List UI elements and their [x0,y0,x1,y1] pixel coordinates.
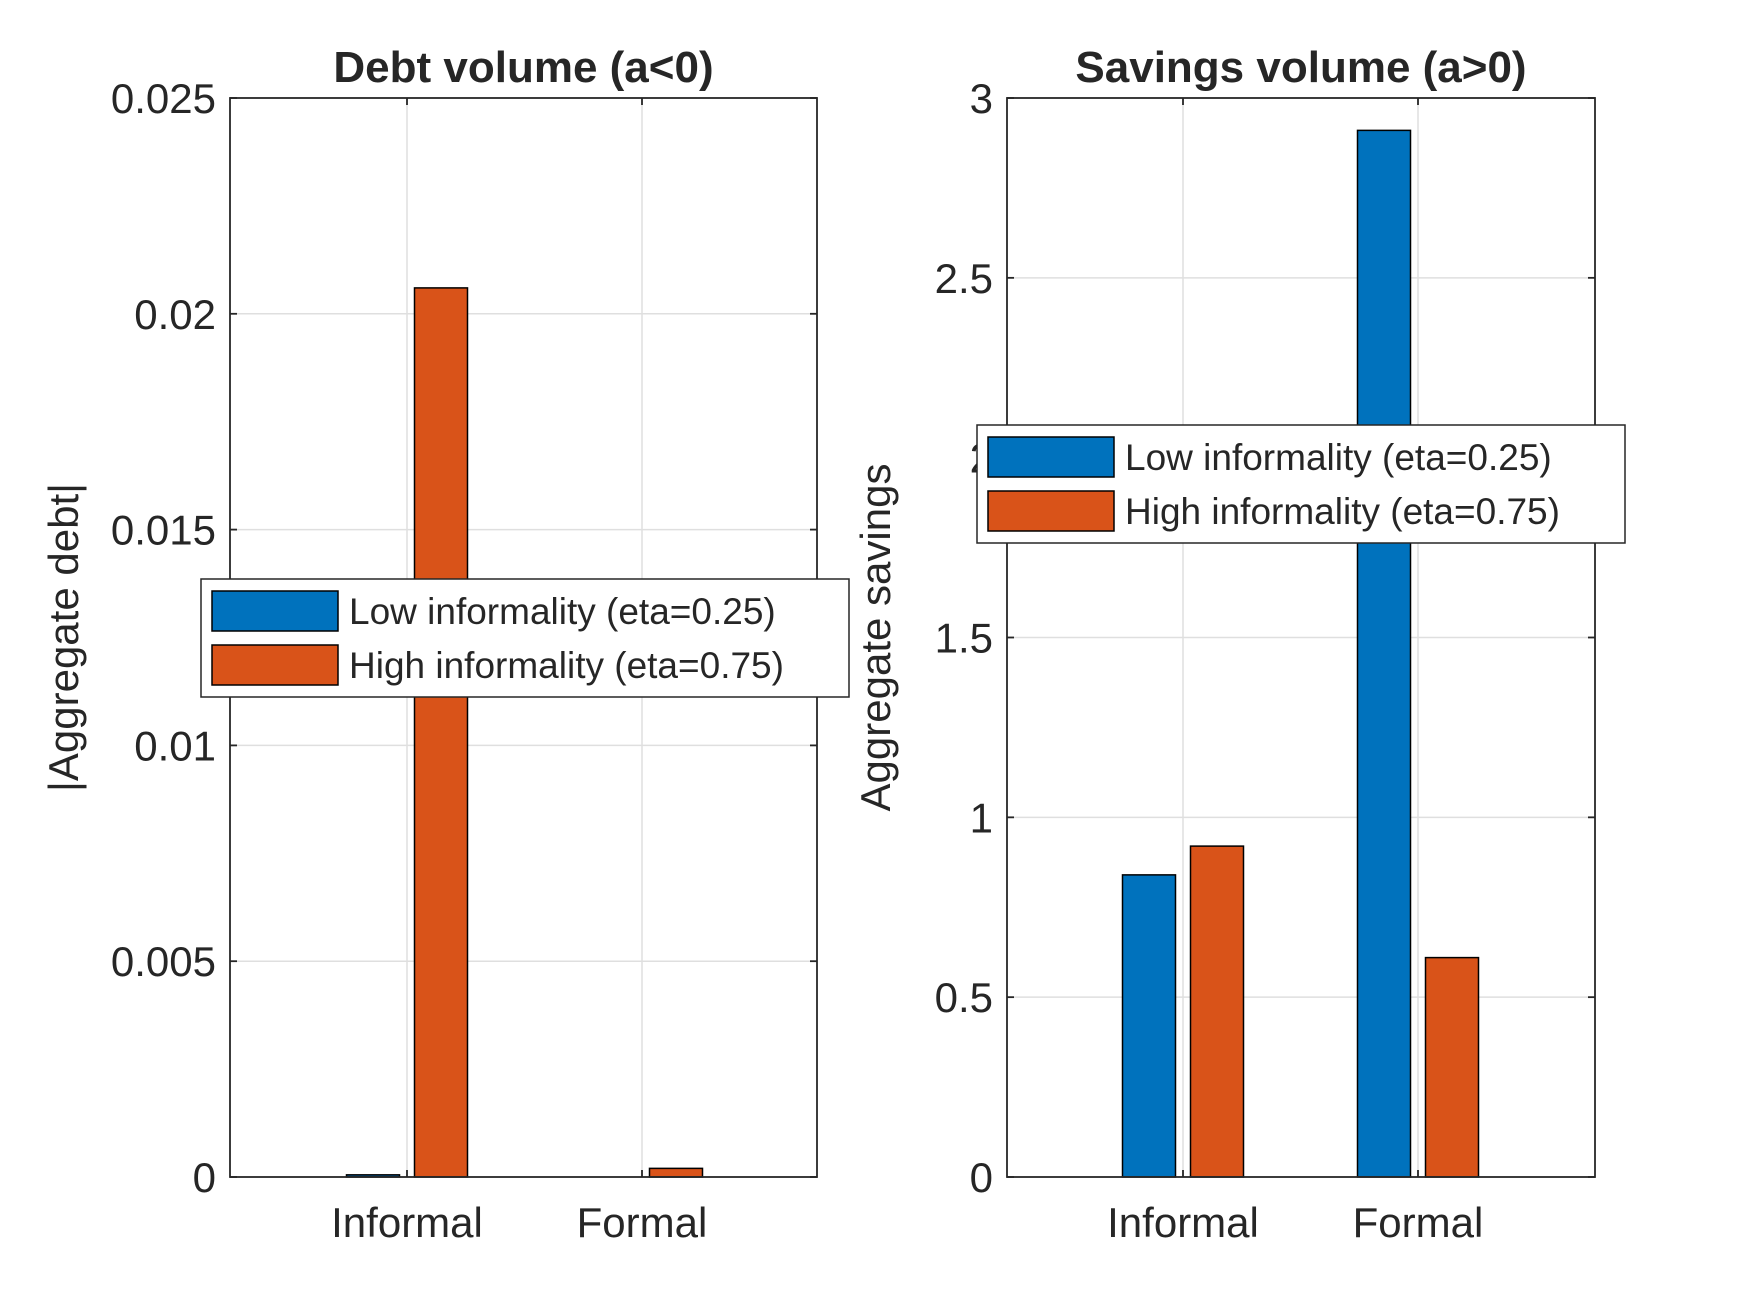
debt-chart: Debt volume (a<0) |Aggregate debt| 0 0.0… [40,43,850,1246]
savings-legend-label-low: Low informality (eta=0.25) [1125,437,1552,478]
savings-y-tick-label: 3 [970,75,993,122]
debt-y-tick-label: 0.025 [111,75,216,122]
savings-bar-high-informal [1189,845,1245,1178]
savings-bar-high-formal [1424,956,1480,1178]
savings-y-tick-label: 2.5 [935,255,993,302]
savings-y-tick-label: 0 [970,1154,993,1201]
savings-bars [1121,129,1480,1178]
debt-legend-swatch-low [211,590,339,632]
debt-legend-swatch-high [211,644,339,686]
savings-y-tick-label: 1.5 [935,615,993,662]
debt-x-tick-label-informal: Informal [331,1199,483,1246]
debt-x-tick-label-formal: Formal [577,1199,708,1246]
debt-y-axis-label: |Aggregate debt| [40,483,87,792]
debt-bars [345,287,704,1178]
debt-y-tick-label: 0.01 [134,722,216,769]
debt-legend: Low informality (eta=0.25) High informal… [200,578,850,698]
debt-x-tick-labels: Informal Formal [331,1199,707,1246]
savings-bar-low-informal [1121,874,1177,1178]
debt-legend-label-high: High informality (eta=0.75) [349,645,784,686]
savings-y-tick-label: 0.5 [935,974,993,1021]
savings-y-axis-label: Aggregate savings [852,464,899,812]
debt-y-tick-label: 0 [193,1154,216,1201]
debt-bar-high-formal [648,1167,704,1178]
savings-legend: Low informality (eta=0.25) High informal… [976,424,1626,544]
debt-chart-title: Debt volume (a<0) [333,43,713,92]
savings-bar-low-formal [1356,129,1412,1178]
debt-legend-label-low: Low informality (eta=0.25) [349,591,776,632]
savings-grid [1007,98,1595,1177]
savings-legend-swatch-low [987,436,1115,478]
savings-x-tick-labels: Informal Formal [1107,1199,1483,1246]
debt-bar-high-informal [413,287,469,1178]
savings-legend-label-high: High informality (eta=0.75) [1125,491,1560,532]
savings-chart: Savings volume (a>0) Aggregate savings 0… [852,43,1626,1246]
savings-x-tick-label-informal: Informal [1107,1199,1259,1246]
savings-y-tick-label: 1 [970,794,993,841]
savings-x-tick-label-formal: Formal [1353,1199,1484,1246]
debt-y-tick-labels: 0 0.005 0.01 0.015 0.02 0.025 [111,75,216,1201]
savings-axes [1006,97,1596,1178]
savings-legend-swatch-high [987,490,1115,532]
debt-y-tick-label: 0.005 [111,938,216,985]
savings-chart-title: Savings volume (a>0) [1075,43,1526,92]
debt-y-tick-label: 0.015 [111,507,216,554]
debt-y-tick-label: 0.02 [134,291,216,338]
